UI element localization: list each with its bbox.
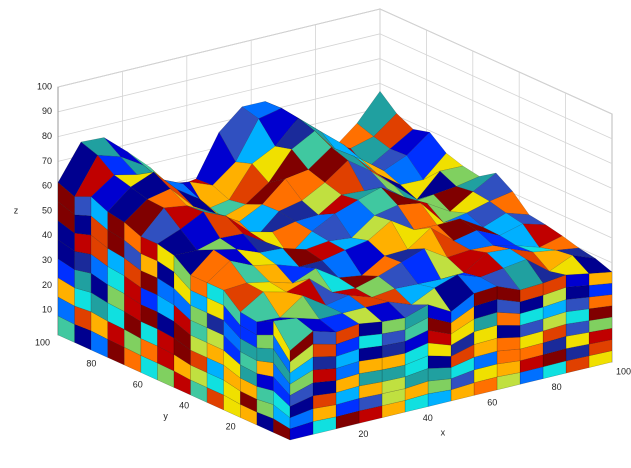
grain-left [257, 348, 274, 363]
grain-front [497, 337, 520, 351]
grain-left [75, 233, 92, 254]
grain-left [257, 335, 274, 349]
chart: 10 20 30 40 50 60 70 80 90 100 20 40 60 80 100 20 40 60 80… [0, 0, 631, 468]
grain-front [497, 312, 520, 325]
z-tick-label: 100 [37, 81, 52, 91]
grain-left [257, 321, 274, 335]
y-tick-label: 80 [86, 358, 96, 368]
z-tick-label: 40 [42, 230, 52, 240]
x-axis-label: x [441, 427, 446, 437]
z-tick-label: 20 [42, 280, 52, 290]
grain-front [428, 368, 451, 382]
z-tick-label: 80 [42, 131, 52, 141]
grain-front [566, 285, 589, 299]
grain-front [566, 274, 589, 288]
z-tick-label: 10 [42, 305, 52, 315]
x-tick-label: 80 [552, 382, 562, 392]
x-tick-label: 100 [616, 366, 631, 376]
y-tick-label: 100 [35, 337, 50, 347]
y-axis-label: y [163, 411, 168, 421]
grain-front [313, 356, 336, 370]
grain-front [359, 322, 382, 337]
grain-front [313, 344, 336, 357]
grain-front [313, 368, 336, 382]
x-tick-label: 40 [423, 413, 433, 423]
z-tick-label: 30 [42, 255, 52, 265]
grain-front [428, 356, 451, 369]
z-tick-label: 50 [42, 205, 52, 215]
z-tick-label: 60 [42, 181, 52, 191]
grain-left [75, 197, 92, 216]
grain-front [589, 272, 612, 285]
grain-left [75, 215, 92, 235]
z-axis-label: z [14, 205, 19, 215]
y-tick-label: 60 [133, 379, 143, 389]
y-tick-label: 40 [179, 400, 189, 410]
grain-front [497, 325, 520, 338]
z-tick-label: 70 [42, 156, 52, 166]
x-tick-label: 60 [487, 398, 497, 408]
x-tick-label: 20 [358, 429, 368, 439]
grain-front [313, 331, 336, 344]
z-tick-label: 90 [42, 106, 52, 116]
y-tick-label: 20 [226, 421, 236, 431]
grain-left [75, 251, 92, 273]
